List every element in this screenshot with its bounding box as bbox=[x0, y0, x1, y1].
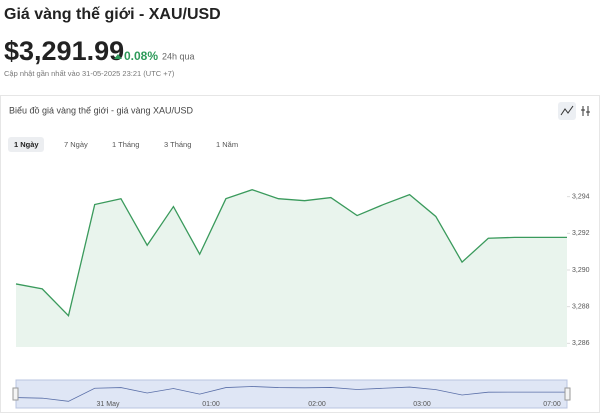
price: $3,291.99 bbox=[4, 36, 124, 66]
navigator-line bbox=[15, 386, 567, 402]
y-tick-label: 3,290 bbox=[572, 267, 590, 274]
tab[interactable]: 1 Tháng bbox=[112, 140, 139, 149]
tab[interactable]: 7 Ngày bbox=[64, 140, 88, 149]
tab[interactable]: 1 Năm bbox=[216, 140, 238, 149]
navigator-label: 01:00 bbox=[202, 401, 220, 408]
tab-selected[interactable] bbox=[8, 137, 44, 152]
navigator-label: 02:00 bbox=[308, 401, 326, 408]
card-title: Biểu đồ giá vàng thế giới - giá vàng XAU… bbox=[9, 105, 194, 115]
candle-icon[interactable] bbox=[581, 106, 590, 116]
navigator-label: 07:00 bbox=[543, 401, 561, 408]
line bbox=[15, 189, 567, 317]
navigator-label: 03:00 bbox=[413, 401, 431, 408]
tab[interactable]: 1 Ngày bbox=[14, 140, 39, 149]
navigator-label: 31 May bbox=[97, 401, 120, 408]
change: 0.08% bbox=[124, 49, 158, 63]
area bbox=[16, 189, 567, 347]
up-arrow bbox=[114, 54, 122, 59]
navigator-handle[interactable] bbox=[12, 387, 19, 401]
updated: Cập nhật gần nhất vào 31-05-2025 23:21 (… bbox=[4, 69, 175, 78]
page-title: Giá vàng thế giới - XAU/USD bbox=[4, 6, 221, 23]
y-tick-label: 3,286 bbox=[572, 340, 590, 347]
tab[interactable]: 3 Tháng bbox=[164, 140, 191, 149]
y-tick-label: 3,292 bbox=[572, 230, 590, 237]
navigator-handle[interactable] bbox=[564, 387, 571, 401]
y-tick-label: 3,294 bbox=[572, 194, 590, 201]
line-icon-glyph bbox=[560, 105, 574, 116]
y-tick-label: 3,288 bbox=[572, 304, 590, 311]
period: 24h qua bbox=[162, 51, 195, 61]
